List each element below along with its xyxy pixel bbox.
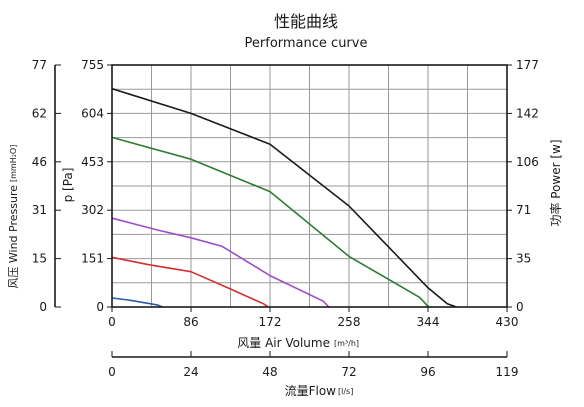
y-mmh2o-tick-label: 62 xyxy=(32,106,47,120)
y-mmh2o-tick-label: 77 xyxy=(32,58,47,72)
series-line-2 xyxy=(111,136,430,308)
flow-tick-label: 0 xyxy=(108,365,116,379)
y-pa-tick-label: 302 xyxy=(81,203,104,217)
x-tick-label: 86 xyxy=(183,315,198,329)
series-lines xyxy=(111,87,457,308)
x-tick-label: 430 xyxy=(496,315,519,329)
y-pa-tick-label: 604 xyxy=(81,106,104,120)
y-axis-power-ticks: 0 35 71 106 142 177 xyxy=(507,58,539,314)
y-axis-mmh2o-unit: [mmH₂O] xyxy=(9,145,18,182)
y-power-tick-label: 0 xyxy=(516,300,524,314)
flow-tick-label: 96 xyxy=(420,365,435,379)
y-mmh2o-tick-label: 46 xyxy=(32,155,47,169)
chart-title: 性能曲线 xyxy=(274,12,338,31)
x-axis-label: 风量 Air Volume xyxy=(237,336,330,350)
x-tick-label: 258 xyxy=(338,315,361,329)
x-tick-label: 0 xyxy=(108,315,116,329)
y-power-tick-label: 106 xyxy=(516,155,539,169)
y-pa-tick-label: 453 xyxy=(81,155,104,169)
y-power-tick-label: 177 xyxy=(516,58,539,72)
y-pa-tick-label: 0 xyxy=(96,300,104,314)
x-tick-label: 172 xyxy=(259,315,282,329)
flow-axis: 0 24 48 72 96 119 xyxy=(108,351,518,379)
flow-axis-unit: [l/s] xyxy=(338,387,353,396)
flow-tick-label: 24 xyxy=(183,365,198,379)
y-axis-mmh2o-label: 风压 Wind Pressure xyxy=(7,185,20,289)
series-line-1 xyxy=(111,87,457,308)
y-pa-tick-label: 151 xyxy=(81,252,104,266)
y-axis-pa-label: p [Pa] xyxy=(61,168,75,203)
flow-axis-label: 流量Flow xyxy=(285,384,337,398)
chart-subtitle: Performance curve xyxy=(245,36,368,51)
y-power-tick-label: 142 xyxy=(516,106,539,120)
y-pa-tick-label: 755 xyxy=(81,58,104,72)
flow-tick-label: 119 xyxy=(496,365,519,379)
y-mmh2o-tick-label: 15 xyxy=(32,252,47,266)
y-power-tick-label: 35 xyxy=(516,252,531,266)
plot-border xyxy=(111,64,508,308)
series-line-4 xyxy=(111,256,269,308)
y-axis-power-label: 功率 Power [w] xyxy=(548,139,563,226)
grid xyxy=(112,65,507,307)
x-axis-ticks: 0 86 172 258 344 430 xyxy=(108,307,518,329)
y-power-tick-label: 71 xyxy=(516,203,531,217)
x-axis-unit: [m³/h] xyxy=(334,339,359,348)
y-axis-pa-ticks: 0 151 302 453 604 755 xyxy=(81,58,112,314)
series-line-3 xyxy=(111,217,330,308)
flow-tick-label: 48 xyxy=(262,365,277,379)
y-axis-mmh2o-ticks: 0 15 31 46 62 77 xyxy=(32,58,61,314)
plot-frame xyxy=(111,64,508,308)
x-tick-label: 344 xyxy=(417,315,440,329)
y-mmh2o-tick-label: 31 xyxy=(32,203,47,217)
series-line-5 xyxy=(111,297,163,308)
flow-tick-label: 72 xyxy=(341,365,356,379)
y-mmh2o-tick-label: 0 xyxy=(39,300,47,314)
